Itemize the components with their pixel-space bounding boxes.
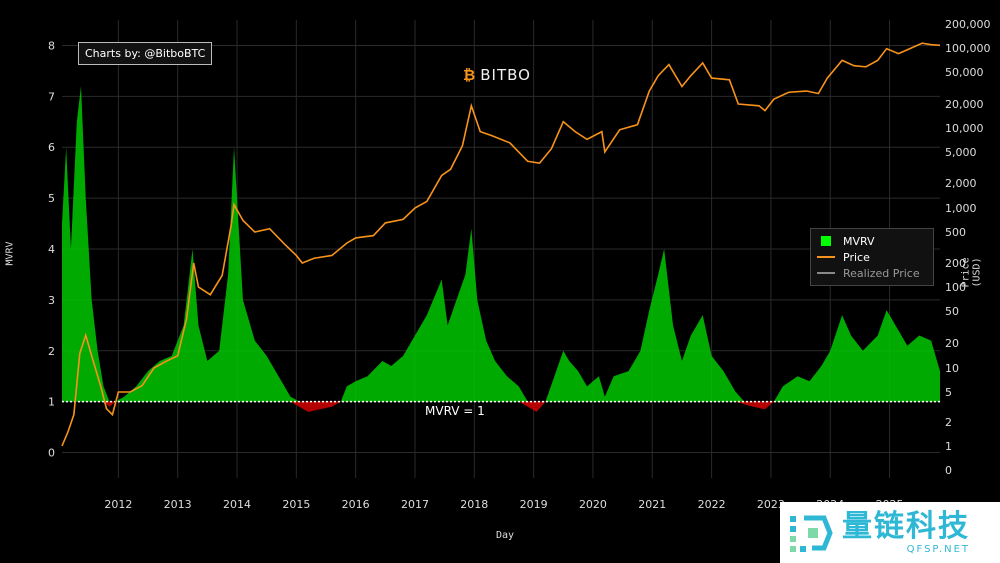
legend-swatch-mvrv [821,236,831,246]
left-tick-label: 3 [48,294,55,307]
x-tick-label: 2016 [342,498,370,511]
right-tick-label: 5 [945,386,952,399]
right-tick-label: 0 [945,464,952,477]
watermark-en-text: QFSP.NET [906,544,970,555]
right-axis-ticks: 200,000 100,000 50,000 20,000 10,000 5,000 2,0… [945,18,991,477]
left-tick-label: 4 [48,243,55,256]
x-tick-label: 2022 [698,498,726,511]
chart-credit: Charts by: @BitboBTC [78,42,213,65]
right-tick-label: 2,000 [945,177,977,190]
left-tick-label: 2 [48,345,55,358]
left-tick-label: 7 [48,90,55,103]
right-tick-label: 200,000 [945,18,991,31]
right-tick-label: 1,000 [945,202,977,215]
watermark-cn-text: 量链科技 [842,509,970,544]
price-line [61,42,941,447]
right-tick-label: 200 [945,257,966,270]
left-tick-label: 5 [48,192,55,205]
right-axis-title: Price (USD) [960,257,983,288]
legend-item-realized-price[interactable]: Realized Price [817,265,927,281]
x-tick-label: 2020 [579,498,607,511]
watermark: 量链科技 QFSP.NET [780,502,1000,563]
right-tick-label: 1 [945,440,952,453]
left-tick-label: 0 [48,447,55,460]
x-tick-label: 2012 [104,498,132,511]
brand-logo: ₿ BITBO [463,66,531,84]
grid-lines [62,20,940,478]
right-tick-label: 50 [945,305,959,318]
mvrv-area-below [62,401,940,412]
x-tick-label: 2018 [460,498,488,511]
x-tick-label: 2015 [282,498,310,511]
right-tick-label: 20,000 [945,98,984,111]
right-tick-label: 20 [945,337,959,350]
right-tick-label: 50,000 [945,66,984,79]
x-tick-label: 2021 [638,498,666,511]
right-tick-label: 10,000 [945,122,984,135]
x-axis-title: Day [496,530,515,541]
left-tick-label: 8 [48,39,55,52]
legend-label: Price [843,250,870,264]
mvrv-area-above [62,86,940,402]
brand-name: BITBO [480,66,531,84]
bitbo-logo-icon: ₿ [463,66,477,84]
legend-item-price[interactable]: Price [817,249,927,265]
qfsp-logo-icon [790,515,833,552]
legend-label: MVRV [843,234,875,248]
x-tick-label: 2023 [757,498,785,511]
left-axis-ticks: 0 1 2 3 4 5 6 7 8 [48,39,55,459]
left-tick-label: 6 [48,141,55,154]
x-tick-label: 2017 [401,498,429,511]
right-tick-label: 10 [945,362,959,375]
x-tick-label: 2014 [223,498,251,511]
price-series-line [61,42,941,447]
chart-legend: MVRV Price Realized Price [810,228,934,286]
x-tick-label: 2019 [520,498,548,511]
legend-item-mvrv[interactable]: MVRV [817,233,927,249]
right-tick-label: 100,000 [945,42,991,55]
right-tick-label: 5,000 [945,146,977,159]
x-tick-label: 2013 [164,498,192,511]
legend-label: Realized Price [843,266,920,280]
left-tick-label: 1 [48,396,55,409]
left-axis-title: MVRV [4,241,16,266]
mvrv-area [62,86,940,412]
legend-swatch-price [817,256,835,258]
legend-swatch-realized-price [817,272,835,274]
right-tick-label: 100 [945,281,966,294]
right-tick-label: 500 [945,226,966,239]
reference-line-label: MVRV = 1 [425,404,485,418]
right-tick-label: 2 [945,416,952,429]
